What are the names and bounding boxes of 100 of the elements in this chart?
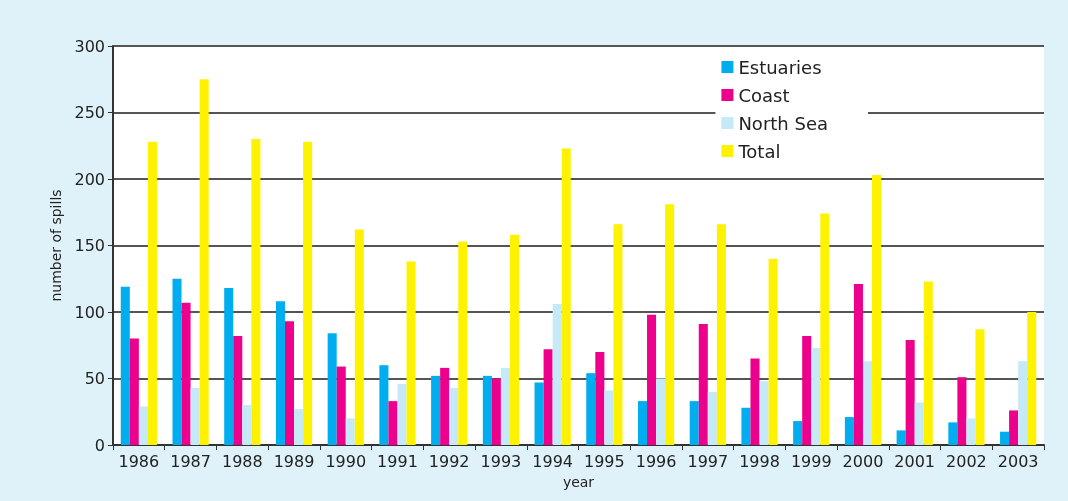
x-tick-label: 2002: [946, 451, 987, 471]
bar: [820, 213, 830, 445]
x-tick-label: 1988: [221, 451, 263, 471]
x-tick-label: 1993: [480, 451, 522, 471]
bar: [586, 373, 596, 445]
bar: [1018, 361, 1028, 445]
bar: [388, 401, 398, 445]
bar: [665, 204, 675, 445]
x-tick-label: 1990: [325, 451, 367, 471]
bar: [509, 234, 520, 445]
bar: [354, 229, 364, 445]
bar: [440, 367, 450, 445]
bar: [793, 421, 803, 445]
x-tick-label: 1998: [739, 451, 780, 471]
x-tick-label: 2001: [894, 451, 936, 471]
bar: [975, 329, 985, 445]
y-tick-label: 100: [74, 302, 105, 322]
bar: [224, 288, 234, 445]
bar: [905, 339, 915, 445]
x-tick-label: 1986: [118, 451, 160, 471]
bar: [199, 79, 209, 445]
bar: [458, 241, 468, 445]
bar: [689, 401, 699, 445]
bar: [379, 365, 389, 445]
bar: [896, 430, 906, 445]
legend-label: Coast: [738, 84, 790, 106]
bar: [482, 375, 492, 445]
y-axis-title: number of spills: [48, 189, 64, 302]
bar: [707, 391, 717, 445]
bar: [844, 417, 854, 445]
x-tick-label: 1989: [273, 451, 315, 471]
legend-label: Total: [737, 140, 781, 162]
legend-label: Estuaries: [738, 56, 822, 78]
bar: [138, 406, 148, 445]
bar: [336, 366, 346, 445]
bar: [1000, 431, 1010, 445]
bar: [1027, 312, 1037, 445]
x-tick-label: 2000: [842, 451, 884, 471]
bar: [242, 405, 252, 445]
bar: [552, 304, 562, 445]
y-tick-label: 300: [74, 36, 105, 56]
bar: [716, 224, 726, 445]
bar: [294, 409, 304, 445]
bar: [345, 418, 355, 445]
bar: [129, 338, 139, 445]
bar: [327, 333, 337, 445]
bar: [172, 278, 182, 445]
bar: [923, 281, 933, 445]
bar: [698, 323, 708, 445]
bar: [853, 284, 863, 445]
bar: [431, 375, 441, 445]
bar: [811, 347, 821, 445]
bar: [251, 139, 261, 445]
y-tick-label: 250: [74, 103, 105, 122]
bar: [303, 141, 313, 445]
bar: [147, 141, 157, 445]
x-tick-label: 1992: [428, 451, 470, 471]
bar: [948, 422, 958, 445]
y-tick-label: 0: [94, 435, 105, 455]
bar: [534, 382, 544, 445]
bar: [957, 377, 967, 445]
bar: [406, 261, 416, 445]
y-tick-label: 200: [74, 169, 105, 189]
x-tick-label: 1994: [532, 451, 573, 471]
bar: [275, 301, 285, 445]
bar: [491, 378, 501, 445]
x-tick-label: 1999: [790, 451, 832, 471]
bar: [966, 418, 976, 445]
bar: [802, 335, 812, 445]
bar: [872, 175, 882, 445]
bar: [750, 358, 760, 445]
bar: [561, 148, 571, 445]
bar: [449, 387, 459, 445]
x-tick-label: 1996: [635, 451, 677, 471]
bar: [120, 286, 130, 445]
bar: [741, 407, 751, 445]
y-tick-label: 150: [74, 236, 105, 255]
bar: [284, 321, 295, 445]
x-tick-label: 1995: [584, 451, 625, 471]
bar: [914, 402, 924, 445]
bar: [656, 378, 666, 445]
x-axis-title: year: [562, 474, 595, 490]
bar: [1009, 410, 1019, 445]
bar: [500, 367, 510, 445]
bar: [613, 224, 623, 445]
bar: [862, 361, 873, 445]
bar: [233, 335, 243, 445]
x-tick-label: 2003: [997, 451, 1039, 471]
bar: [647, 314, 657, 445]
bar: [543, 349, 553, 445]
y-tick-label: 50: [84, 369, 105, 388]
bar: [181, 302, 191, 445]
legend-label: North Sea: [738, 112, 829, 134]
bar: [768, 258, 778, 445]
bar: [637, 401, 648, 445]
bar: [604, 390, 614, 445]
bar: [190, 387, 200, 445]
x-tick-label: 1987: [170, 451, 211, 471]
x-tick-label: 1997: [687, 451, 729, 471]
bar: [759, 381, 769, 445]
